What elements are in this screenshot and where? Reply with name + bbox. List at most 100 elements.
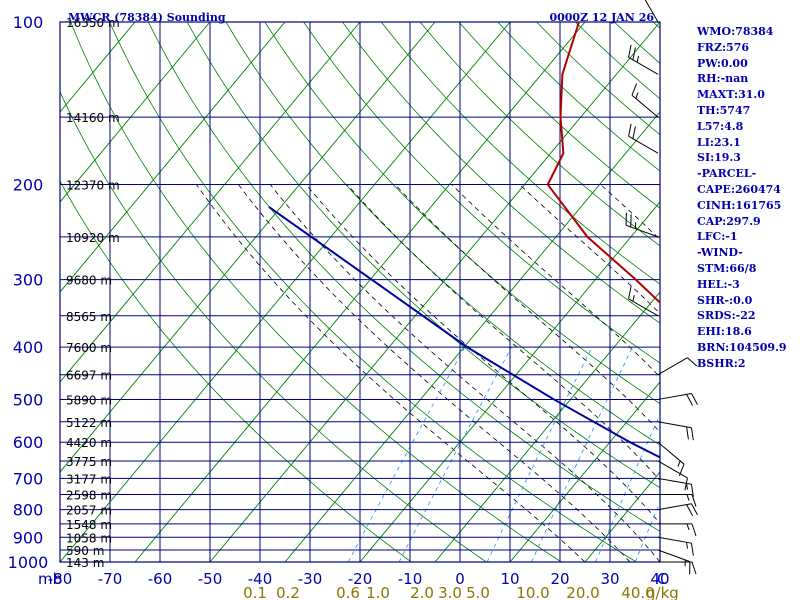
wind-barb-flag — [628, 44, 632, 58]
wind-barb-staff — [657, 357, 688, 376]
height-label: 10920 m — [66, 231, 120, 245]
wind-barb-flag — [691, 494, 697, 507]
isotherm — [60, 22, 361, 383]
index-line: STM:66/8 — [697, 261, 757, 275]
wind-barb-flag — [687, 357, 698, 367]
temperature-tick-label: -70 — [98, 570, 123, 588]
wind-barb-half-flag — [677, 460, 681, 467]
temperature-tick-label: 40 — [650, 570, 669, 588]
mixing-ratio-label: 1.0 — [366, 584, 390, 600]
index-line: SHR-:0.0 — [697, 293, 753, 307]
index-line: CAPE:260474 — [697, 182, 781, 196]
wind-barb-flag — [691, 393, 698, 405]
wind-barb — [628, 286, 659, 317]
index-line: L57:4.8 — [697, 119, 744, 133]
height-label: 7600 m — [66, 341, 112, 355]
mixing-ratio-label: 20.0 — [566, 584, 599, 600]
pressure-label: 100 — [13, 13, 44, 32]
height-label: 1548 m — [66, 518, 112, 532]
wind-barb-half-flag — [632, 295, 635, 302]
height-label: 9680 m — [66, 274, 112, 288]
mixing-ratio-label: 0.6 — [336, 584, 360, 600]
pressure-label: 800 — [13, 501, 44, 520]
temperature-tick-label: -40 — [248, 570, 273, 588]
index-line: BSHR:2 — [697, 356, 746, 370]
wind-barb-flag — [678, 463, 685, 477]
height-label: 16350 m — [66, 16, 120, 30]
wind-barb — [628, 44, 659, 75]
height-label: 12370 m — [66, 179, 120, 193]
wind-barb-flag — [690, 484, 694, 497]
moist-adiabat — [346, 184, 660, 482]
height-label: 2057 m — [66, 504, 112, 518]
index-line: HEL:-3 — [697, 277, 740, 291]
index-line: FRZ:576 — [697, 40, 750, 54]
index-line: BRN:104509.9 — [697, 340, 787, 354]
height-label: 14160 m — [66, 111, 120, 125]
temperature-tick-label: -20 — [348, 570, 373, 588]
moist-adiabat — [519, 184, 660, 315]
temperature-tick-label: -60 — [148, 570, 173, 588]
temperature-tick-label: -10 — [398, 570, 423, 588]
wind-barb-flag — [686, 426, 689, 440]
moist-adiabat — [238, 184, 631, 562]
pressure-label: 1000 — [8, 553, 49, 572]
index-line: MAXT:31.0 — [697, 88, 765, 102]
pressure-label: 500 — [13, 390, 44, 409]
isotherm — [509, 381, 660, 562]
pressure-label: 400 — [13, 338, 44, 357]
wind-barb — [657, 503, 698, 516]
temperature-profile-line — [546, 22, 660, 304]
mixing-ratio-label: 0.2 — [276, 584, 300, 600]
index-line: WMO:78384 — [697, 25, 774, 38]
temperature-tick-label: 20 — [550, 570, 569, 588]
wind-barb-staff — [657, 549, 691, 563]
height-label: 6697 m — [66, 369, 112, 383]
wind-barb-flag — [690, 543, 694, 556]
wind-barb-flag — [690, 427, 694, 441]
wind-barb-flag — [632, 126, 636, 139]
chart-title: MWCR (78384) Sounding — [68, 11, 226, 24]
wind-barb-half-flag — [686, 483, 688, 490]
wind-barb — [644, 0, 659, 23]
isotherm — [359, 201, 660, 562]
wind-barb — [658, 494, 697, 507]
temperature-tick-label: 10 — [500, 570, 519, 588]
wind-barb — [657, 357, 698, 376]
wind-barb — [658, 561, 697, 575]
wind-barb-staff — [657, 503, 692, 511]
wind-barb-flag — [631, 83, 638, 96]
wind-barb-staff — [625, 224, 659, 238]
indices-panel: WMO:78384 FRZ:576 PW:0.00 RH:-nan MAXT:31.0 T… — [697, 24, 800, 372]
index-line: -PARCEL- — [697, 167, 757, 181]
mixing-ratio-label: 40.0 — [621, 584, 654, 600]
mixing-ratio-line — [634, 500, 660, 562]
index-line: -WIND- — [697, 246, 743, 260]
dry-adiabat — [60, 180, 412, 562]
mixing-ratio-label: 2.0 — [410, 584, 434, 600]
moist-adiabat — [196, 184, 586, 562]
wind-barb — [657, 477, 694, 497]
temperature-tick-label: 30 — [600, 570, 619, 588]
pressure-label: 600 — [13, 433, 44, 452]
moist-adiabat — [451, 184, 660, 378]
wind-barb — [631, 83, 659, 118]
wind-barb-staff — [657, 393, 692, 400]
temperature-tick-label: 0 — [455, 570, 465, 588]
wind-barb — [628, 123, 659, 154]
wind-barb-flag — [686, 394, 694, 406]
mixing-ratio-label: 0.1 — [243, 584, 267, 600]
temperature-tick-label: -30 — [298, 570, 323, 588]
dry-adiabat — [70, 22, 562, 562]
wind-barb-staff — [631, 94, 659, 118]
mixing-ratio-line — [398, 346, 512, 562]
wind-barb — [657, 460, 688, 491]
wind-barb — [657, 421, 694, 441]
parcel-profile-line — [268, 206, 660, 459]
temperature-unit-label: C — [657, 570, 667, 588]
isotherm — [60, 22, 511, 562]
height-label: 5122 m — [66, 416, 112, 430]
mixing-ratio-line — [347, 346, 466, 562]
